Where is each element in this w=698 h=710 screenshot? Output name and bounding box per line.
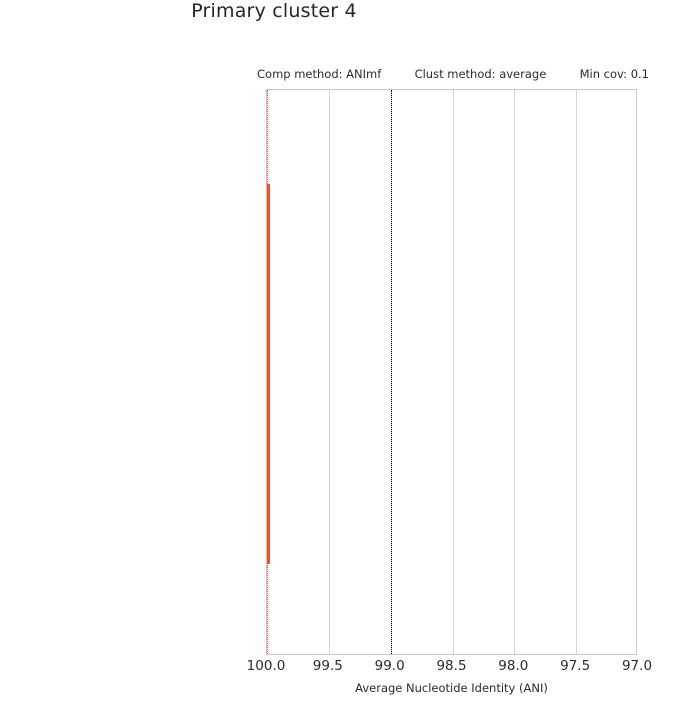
ani-threshold-line xyxy=(390,90,392,654)
dendrogram-link-merge-cluster-shovill xyxy=(267,279,270,564)
x-tick-100-0: 100.0 xyxy=(246,658,286,674)
annotation-comp-method: Comp method: ANImf xyxy=(257,67,382,82)
annotation-row: Comp method: ANImf Clust method: average… xyxy=(257,66,649,84)
x-tick-97-0: 97.0 xyxy=(621,658,653,674)
x-axis-label: Average Nucleotide Identity (ANI) xyxy=(355,681,548,695)
x-tick-99-5: 99.5 xyxy=(312,658,343,674)
annotation-min-cov: Min cov: 0.1 xyxy=(579,67,649,82)
gridline-98 xyxy=(514,90,516,654)
x-tick-98-5: 98.5 xyxy=(436,658,467,674)
gridline-98-5 xyxy=(452,90,454,654)
page-title: Primary cluster 4 xyxy=(191,0,357,22)
annotation-clust-method: Clust method: average xyxy=(414,67,547,82)
x-tick-97-5: 97.5 xyxy=(560,658,591,674)
x-tick-99-0: 99.0 xyxy=(374,658,405,674)
gridline-99-5 xyxy=(328,90,330,654)
x-tick-labels: 100.0 99.5 99.0 98.5 98.0 97.5 97.0 xyxy=(0,658,698,678)
x-tick-98-0: 98.0 xyxy=(498,658,529,674)
gridline-97-5 xyxy=(576,90,578,654)
dendrogram-links xyxy=(267,90,636,654)
plot-area xyxy=(266,89,637,655)
cluster-cutoff-line xyxy=(267,90,268,654)
